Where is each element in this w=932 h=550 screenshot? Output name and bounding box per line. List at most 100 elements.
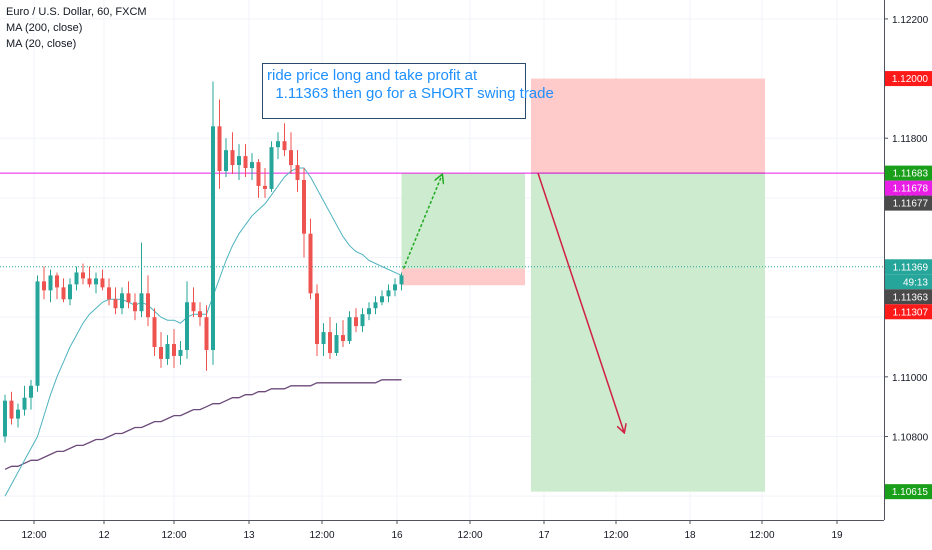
price-tag-label: 1.11307 [893, 307, 929, 318]
trade-note[interactable]: ride price long and take profit at 1.113… [262, 63, 554, 119]
candle-body [3, 400, 7, 437]
candle-body [341, 335, 345, 342]
short-profit-zone[interactable] [531, 173, 765, 492]
trade-arrows[interactable] [402, 172, 625, 432]
candle-body [172, 344, 176, 356]
price-tag-bg [885, 165, 932, 181]
candle-body [211, 126, 215, 350]
price-tag-bg [885, 274, 932, 290]
price-tick-label: 1.10800 [892, 432, 929, 443]
candle-body [360, 314, 365, 327]
candle-body [399, 275, 404, 285]
price-tag-label: 1.11683 [893, 169, 929, 180]
candle-body [94, 278, 98, 285]
long-arrow[interactable] [402, 175, 443, 269]
symbol-title[interactable]: Euro / U.S. Dollar, 60, FXCM [6, 6, 147, 18]
price-tag-label: 1.11677 [893, 199, 929, 210]
candle-body [315, 293, 319, 345]
price-tag-bg [885, 484, 932, 500]
candle-body [243, 156, 248, 169]
time-tick-label: 12:00 [749, 530, 774, 541]
candle-body [29, 385, 33, 398]
time-tick-label: 12 [98, 530, 110, 541]
candle-body [354, 317, 358, 327]
price-tag-bg [885, 180, 932, 196]
short-stop-zone[interactable] [531, 78, 765, 174]
time-tick-label: 12:00 [603, 530, 628, 541]
price-tag-label: 1.10615 [892, 487, 929, 498]
candle-body [198, 311, 202, 318]
time-axis-panel [0, 520, 932, 550]
time-tick-label: 18 [684, 530, 696, 541]
price-tags: 1.12000 1.11683 1.11678 1.11677 1.11369 49:13… [885, 71, 932, 500]
candle-body [217, 126, 222, 172]
time-tick-label: 12:00 [161, 530, 186, 541]
ma-200-label[interactable]: MA (200, close) [6, 22, 83, 34]
candle-body [100, 278, 105, 288]
time-tick-label: 12:00 [21, 530, 46, 541]
candle-body [393, 284, 397, 291]
price-tag-label: 1.12000 [892, 74, 929, 85]
candle-body [87, 278, 92, 285]
candle-body [42, 281, 46, 291]
ma-200-line [4, 379, 402, 470]
candle-body [9, 400, 14, 419]
note-line-2: 1.11363 then go for a SHORT swing trade [267, 85, 554, 102]
candle-body [68, 284, 72, 300]
candle-body [191, 302, 196, 312]
candle-body [282, 141, 287, 151]
candlesticks [3, 81, 404, 443]
time-axis-labels: 12:00 12 12:00 13 12:00 16 12:00 17 12:00 18 12:00… [21, 520, 843, 541]
candle-body [224, 150, 228, 172]
candle-body [35, 281, 40, 386]
candle-body [295, 165, 300, 180]
price-tag-bg [885, 259, 932, 275]
candle-body [250, 162, 254, 169]
candle-body [113, 299, 118, 309]
ma-20-line [4, 167, 402, 497]
price-tag-bg [885, 195, 932, 211]
position-zones[interactable] [401, 78, 766, 492]
candle-body [152, 317, 157, 348]
candle-body [308, 233, 313, 294]
price-tag-label: 49:13 [903, 277, 928, 288]
long-profit-zone[interactable] [401, 173, 526, 269]
candle-body [373, 302, 378, 309]
time-tick-label: 19 [831, 530, 843, 541]
price-tag-label: 1.11369 [893, 262, 929, 273]
ma-20-label[interactable]: MA (20, close) [6, 38, 77, 50]
time-tick-label: 13 [243, 530, 255, 541]
candle-body [367, 308, 371, 315]
candle-body [302, 179, 306, 234]
price-tag-bg [885, 304, 932, 320]
candle-body [347, 317, 352, 342]
price-tag-label: 1.11363 [893, 292, 929, 303]
candle-body [48, 275, 53, 291]
price-tag-bg [885, 71, 932, 87]
time-tick-label: 12:00 [457, 530, 482, 541]
time-tick-label: 17 [538, 530, 550, 541]
candle-body [16, 409, 20, 419]
candle-body [269, 147, 274, 189]
moving-averages [4, 167, 402, 497]
long-stop-zone[interactable] [401, 268, 526, 286]
chart-legend: Euro / U.S. Dollar, 60, FXCM MA (200, cl… [6, 4, 147, 52]
candle-body [263, 185, 267, 189]
candle-body [107, 287, 111, 300]
candle-body [22, 397, 27, 410]
candle-body [61, 287, 66, 300]
candle-body [328, 332, 332, 353]
candle-body [81, 272, 85, 279]
candle-body [185, 302, 189, 350]
short-arrow[interactable] [537, 172, 624, 432]
candle-body [276, 141, 280, 148]
candle-body [146, 293, 150, 318]
candle-body [321, 332, 326, 345]
candle-body [139, 293, 144, 312]
note-line-1: ride price long and take profit at [267, 67, 478, 84]
price-tick-label: 1.12200 [892, 15, 929, 26]
candle-body [334, 335, 339, 353]
price-tick-label: 1.11000 [892, 373, 928, 384]
candle-body [126, 293, 131, 303]
